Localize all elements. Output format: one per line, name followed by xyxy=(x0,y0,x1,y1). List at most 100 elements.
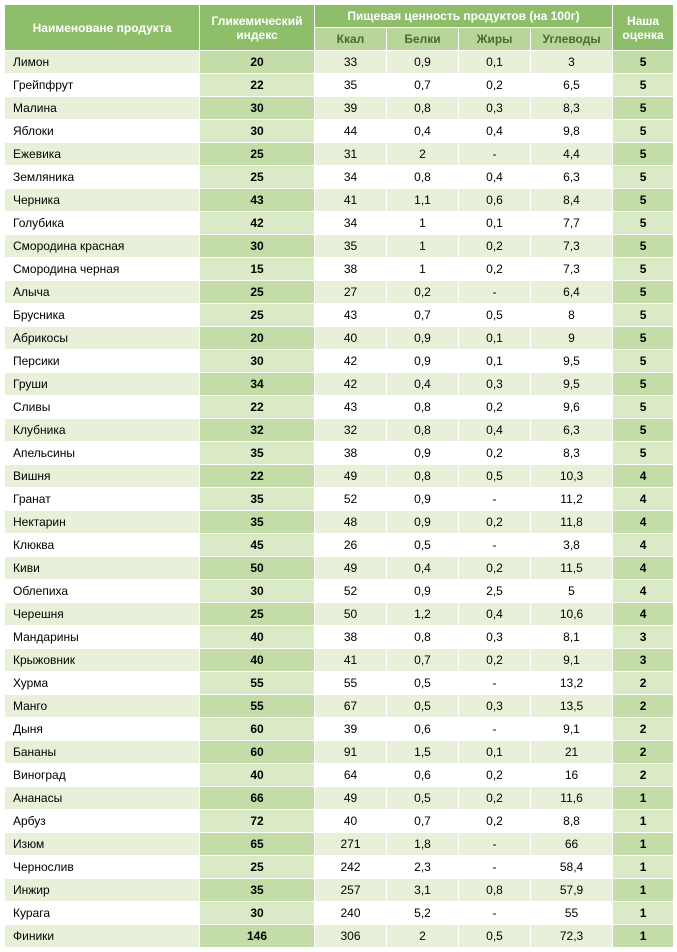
cell-carbs: 9,1 xyxy=(531,649,613,672)
header-protein: Белки xyxy=(387,28,459,51)
cell-gi: 25 xyxy=(200,281,315,304)
table-row: Клюква45260,5-3,84 xyxy=(5,534,674,557)
cell-gi: 50 xyxy=(200,557,315,580)
cell-rating: 5 xyxy=(613,396,674,419)
cell-fat: 0,1 xyxy=(459,51,531,74)
cell-carbs: 9,1 xyxy=(531,718,613,741)
cell-rating: 5 xyxy=(613,350,674,373)
cell-protein: 0,7 xyxy=(387,649,459,672)
cell-protein: 0,5 xyxy=(387,695,459,718)
cell-kcal: 33 xyxy=(315,51,387,74)
cell-name: Малина xyxy=(5,97,200,120)
cell-carbs: 7,3 xyxy=(531,235,613,258)
table-body: Лимон20330,90,135Грейпфрут22350,70,26,55… xyxy=(5,51,674,948)
table-row: Грейпфрут22350,70,26,55 xyxy=(5,74,674,97)
cell-rating: 1 xyxy=(613,879,674,902)
cell-rating: 5 xyxy=(613,327,674,350)
cell-fat: - xyxy=(459,672,531,695)
cell-rating: 4 xyxy=(613,511,674,534)
cell-rating: 5 xyxy=(613,373,674,396)
cell-kcal: 39 xyxy=(315,97,387,120)
cell-fat: 0,2 xyxy=(459,511,531,534)
table-row: Арбуз72400,70,28,81 xyxy=(5,810,674,833)
cell-protein: 0,9 xyxy=(387,350,459,373)
cell-fat: 0,2 xyxy=(459,787,531,810)
table-row: Облепиха30520,92,554 xyxy=(5,580,674,603)
cell-kcal: 40 xyxy=(315,810,387,833)
cell-fat: 0,3 xyxy=(459,97,531,120)
cell-protein: 0,4 xyxy=(387,120,459,143)
cell-gi: 34 xyxy=(200,373,315,396)
cell-protein: 1 xyxy=(387,258,459,281)
cell-gi: 35 xyxy=(200,488,315,511)
cell-kcal: 41 xyxy=(315,189,387,212)
cell-carbs: 13,5 xyxy=(531,695,613,718)
cell-gi: 65 xyxy=(200,833,315,856)
cell-fat: - xyxy=(459,534,531,557)
cell-rating: 5 xyxy=(613,51,674,74)
cell-protein: 0,6 xyxy=(387,718,459,741)
cell-gi: 40 xyxy=(200,649,315,672)
table-row: Инжир352573,10,857,91 xyxy=(5,879,674,902)
cell-name: Смородина черная xyxy=(5,258,200,281)
cell-name: Хурма xyxy=(5,672,200,695)
header-carbs: Углеводы xyxy=(531,28,613,51)
cell-carbs: 8,4 xyxy=(531,189,613,212)
cell-carbs: 6,3 xyxy=(531,419,613,442)
header-product: Наименоване продукта xyxy=(5,5,200,51)
table-row: Клубника32320,80,46,35 xyxy=(5,419,674,442)
cell-fat: 0,2 xyxy=(459,557,531,580)
cell-name: Облепиха xyxy=(5,580,200,603)
cell-kcal: 91 xyxy=(315,741,387,764)
cell-kcal: 38 xyxy=(315,626,387,649)
cell-kcal: 43 xyxy=(315,304,387,327)
cell-gi: 22 xyxy=(200,465,315,488)
cell-fat: - xyxy=(459,718,531,741)
cell-name: Гранат xyxy=(5,488,200,511)
cell-fat: 0,1 xyxy=(459,350,531,373)
table-row: Малина30390,80,38,35 xyxy=(5,97,674,120)
cell-carbs: 11,2 xyxy=(531,488,613,511)
cell-carbs: 6,4 xyxy=(531,281,613,304)
header-fat: Жиры xyxy=(459,28,531,51)
cell-name: Виноград xyxy=(5,764,200,787)
header-rating: Наша оценка xyxy=(613,5,674,51)
table-row: Груши34420,40,39,55 xyxy=(5,373,674,396)
cell-gi: 40 xyxy=(200,764,315,787)
cell-name: Нектарин xyxy=(5,511,200,534)
cell-name: Апельсины xyxy=(5,442,200,465)
cell-fat: 0,1 xyxy=(459,212,531,235)
cell-gi: 25 xyxy=(200,143,315,166)
cell-kcal: 67 xyxy=(315,695,387,718)
cell-gi: 30 xyxy=(200,120,315,143)
cell-carbs: 7,3 xyxy=(531,258,613,281)
cell-carbs: 11,6 xyxy=(531,787,613,810)
table-row: Земляника25340,80,46,35 xyxy=(5,166,674,189)
cell-gi: 25 xyxy=(200,856,315,879)
cell-protein: 0,9 xyxy=(387,511,459,534)
table-row: Дыня60390,6-9,12 xyxy=(5,718,674,741)
cell-kcal: 52 xyxy=(315,488,387,511)
cell-gi: 55 xyxy=(200,672,315,695)
cell-kcal: 39 xyxy=(315,718,387,741)
cell-carbs: 72,3 xyxy=(531,925,613,948)
cell-gi: 30 xyxy=(200,902,315,925)
cell-gi: 20 xyxy=(200,327,315,350)
cell-fat: 0,2 xyxy=(459,810,531,833)
cell-name: Манго xyxy=(5,695,200,718)
cell-fat: 0,3 xyxy=(459,695,531,718)
table-row: Смородина красная303510,27,35 xyxy=(5,235,674,258)
cell-kcal: 242 xyxy=(315,856,387,879)
cell-rating: 1 xyxy=(613,856,674,879)
cell-name: Инжир xyxy=(5,879,200,902)
cell-name: Алыча xyxy=(5,281,200,304)
table-row: Виноград40640,60,2162 xyxy=(5,764,674,787)
cell-carbs: 11,8 xyxy=(531,511,613,534)
cell-kcal: 44 xyxy=(315,120,387,143)
table-row: Нектарин35480,90,211,84 xyxy=(5,511,674,534)
cell-fat: 0,3 xyxy=(459,626,531,649)
cell-fat: 0,2 xyxy=(459,74,531,97)
cell-protein: 0,4 xyxy=(387,373,459,396)
header-gi: Гликемический индекс xyxy=(200,5,315,51)
cell-gi: 20 xyxy=(200,51,315,74)
